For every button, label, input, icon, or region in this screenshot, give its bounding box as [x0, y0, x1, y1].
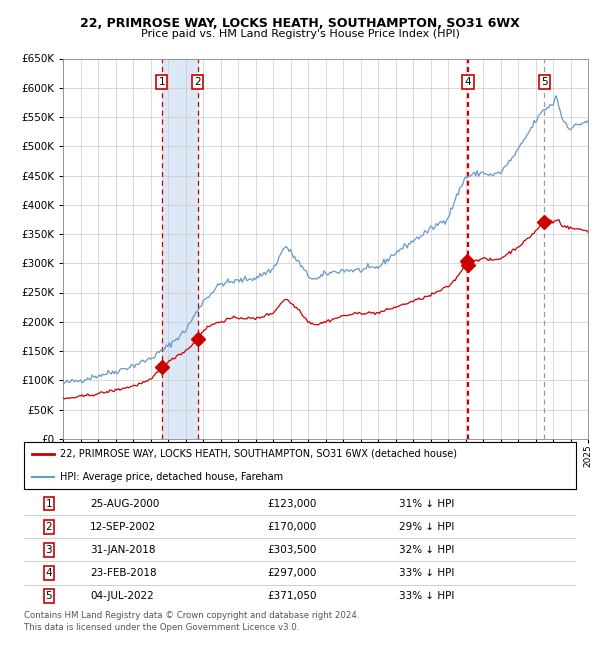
- Text: 04-JUL-2022: 04-JUL-2022: [90, 592, 154, 601]
- Text: 33% ↓ HPI: 33% ↓ HPI: [400, 592, 455, 601]
- Text: 33% ↓ HPI: 33% ↓ HPI: [400, 568, 455, 578]
- Text: £303,500: £303,500: [267, 545, 316, 555]
- Text: 5: 5: [541, 77, 548, 87]
- Text: 32% ↓ HPI: 32% ↓ HPI: [400, 545, 455, 555]
- Text: 1: 1: [158, 77, 165, 87]
- Text: 23-FEB-2018: 23-FEB-2018: [90, 568, 157, 578]
- Text: 4: 4: [465, 77, 472, 87]
- Text: 29% ↓ HPI: 29% ↓ HPI: [400, 522, 455, 532]
- Text: 2: 2: [194, 77, 201, 87]
- Text: 5: 5: [46, 592, 52, 601]
- Text: 12-SEP-2002: 12-SEP-2002: [90, 522, 157, 532]
- Text: £297,000: £297,000: [267, 568, 316, 578]
- Text: £371,050: £371,050: [267, 592, 316, 601]
- Text: 22, PRIMROSE WAY, LOCKS HEATH, SOUTHAMPTON, SO31 6WX (detached house): 22, PRIMROSE WAY, LOCKS HEATH, SOUTHAMPT…: [60, 448, 457, 459]
- Text: 31% ↓ HPI: 31% ↓ HPI: [400, 499, 455, 508]
- Text: 1: 1: [46, 499, 52, 508]
- Bar: [162, 58, 198, 439]
- Text: Price paid vs. HM Land Registry's House Price Index (HPI): Price paid vs. HM Land Registry's House …: [140, 29, 460, 39]
- Text: 3: 3: [46, 545, 52, 555]
- Text: HPI: Average price, detached house, Fareham: HPI: Average price, detached house, Fare…: [60, 472, 283, 482]
- Text: Contains HM Land Registry data © Crown copyright and database right 2024.
This d: Contains HM Land Registry data © Crown c…: [24, 611, 359, 632]
- Text: £123,000: £123,000: [267, 499, 316, 508]
- Text: £170,000: £170,000: [267, 522, 316, 532]
- Text: 31-JAN-2018: 31-JAN-2018: [90, 545, 156, 555]
- Text: 22, PRIMROSE WAY, LOCKS HEATH, SOUTHAMPTON, SO31 6WX: 22, PRIMROSE WAY, LOCKS HEATH, SOUTHAMPT…: [80, 17, 520, 30]
- Text: 25-AUG-2000: 25-AUG-2000: [90, 499, 160, 508]
- Text: 2: 2: [46, 522, 52, 532]
- Text: 4: 4: [46, 568, 52, 578]
